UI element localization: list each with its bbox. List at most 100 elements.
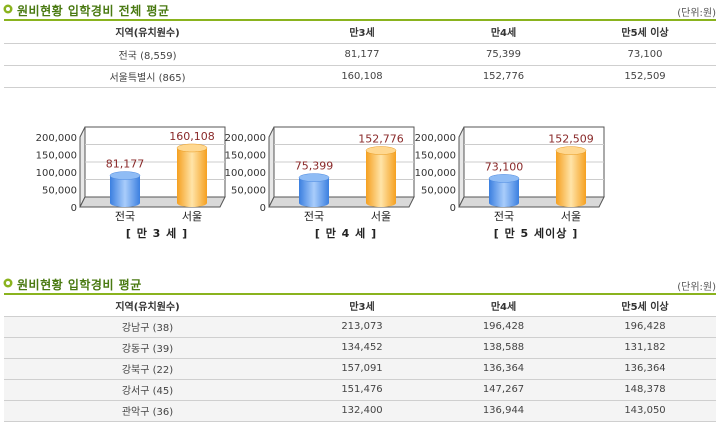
x-tick-label: 서울 (561, 210, 581, 223)
value-cell: 152,776 (433, 65, 574, 88)
value-cell: 152,509 (574, 65, 716, 88)
x-tick-label: 전국 (304, 210, 324, 223)
col-header: 만4세 (433, 21, 574, 44)
chart-floor (79, 196, 226, 208)
chart-side-wall (458, 126, 465, 208)
y-tick-label: 0 (71, 203, 77, 214)
chart-side-wall (79, 126, 86, 208)
table-row: 전국 (8,559) 81,177 75,399 73,100 (4, 43, 716, 66)
region-cell: 관악구 (36) (4, 400, 291, 422)
bar-base (299, 199, 329, 207)
chart-floor (268, 196, 415, 208)
y-tick-label: 150,000 (36, 151, 77, 162)
table-row: 강남구 (38) 213,073 196,428 196,428 (4, 316, 716, 338)
value-cell: 148,378 (574, 379, 716, 401)
y-tick-label: 200,000 (415, 133, 456, 144)
section-header: 원비현황 입학경비 전체 평균 (단위:원) (0, 0, 720, 20)
section-title: 원비현황 입학경비 평균 (17, 278, 142, 292)
col-header: 만3세 (291, 21, 433, 44)
bar-top (176, 143, 208, 153)
y-tick-label: 50,000 (231, 186, 266, 197)
table-header-row: 지역(유치원수) 만3세 만4세 만5세 이상 (4, 295, 716, 317)
y-tick-label: 200,000 (225, 133, 266, 144)
bar (110, 175, 140, 203)
value-cell: 213,073 (291, 316, 433, 338)
value-cell: 131,182 (574, 337, 716, 359)
value-label: 152,776 (358, 133, 404, 146)
table-row: 강북구 (22) 157,091 136,364 136,364 (4, 358, 716, 380)
section-district: 원비현황 입학경비 평균 (단위:원) 지역(유치원수) 만3세 만4세 만5세… (0, 274, 720, 422)
y-tick-label: 150,000 (225, 151, 266, 162)
section-title: 원비현황 입학경비 전체 평균 (17, 4, 170, 18)
chart-floor (458, 196, 605, 208)
value-label: 81,177 (106, 158, 145, 171)
bar-base (177, 199, 207, 207)
value-label: 160,108 (169, 130, 215, 143)
region-cell: 전국 (8,559) (4, 43, 291, 66)
value-cell: 160,108 (291, 65, 433, 88)
bar-base (489, 199, 519, 207)
value-cell: 196,428 (574, 316, 716, 338)
district-table: 지역(유치원수) 만3세 만4세 만5세 이상 강남구 (38) 213,073… (4, 295, 716, 422)
bar-top (555, 146, 587, 155)
x-tick-label: 서울 (182, 210, 202, 223)
value-cell: 143,050 (574, 400, 716, 422)
y-tick-label: 100,000 (225, 168, 266, 179)
bar (556, 150, 586, 203)
table-row: 강서구 (45) 151,476 147,267 148,378 (4, 379, 716, 401)
x-tick-label: 서울 (371, 210, 391, 223)
bullet-icon (3, 4, 13, 14)
value-cell: 151,476 (291, 379, 433, 401)
bar (366, 150, 396, 203)
value-cell: 136,944 (433, 400, 574, 422)
bar-top (488, 174, 520, 183)
y-tick-label: 50,000 (42, 186, 77, 197)
bar-base (110, 199, 140, 207)
chart-caption: [ 만 5 세이상 ] (494, 226, 579, 240)
chart-caption: [ 만 4 세 ] (315, 226, 377, 240)
y-tick-label: 0 (260, 203, 266, 214)
region-cell: 강남구 (38) (4, 316, 291, 338)
y-tick-label: 0 (450, 203, 456, 214)
bullet-icon (3, 278, 13, 288)
value-cell: 196,428 (433, 316, 574, 338)
x-tick-label: 전국 (494, 210, 514, 223)
table-row: 관악구 (36) 132,400 136,944 143,050 (4, 400, 716, 422)
x-tick-label: 전국 (115, 210, 135, 223)
value-cell: 138,588 (433, 337, 574, 359)
chart-side-wall (268, 126, 275, 208)
bar-base (366, 199, 396, 207)
value-cell: 136,364 (574, 358, 716, 380)
y-tick-label: 150,000 (415, 151, 456, 162)
col-header: 지역(유치원수) (4, 295, 291, 317)
y-tick-label: 200,000 (36, 133, 77, 144)
value-cell: 136,364 (433, 358, 574, 380)
chart-back-wall (84, 126, 226, 198)
bar (299, 177, 329, 203)
value-label: 73,100 (485, 160, 524, 173)
table-header-row: 지역(유치원수) 만3세 만4세 만5세 이상 (4, 21, 716, 44)
col-header: 만3세 (291, 295, 433, 317)
chart-caption: [ 만 3 세 ] (126, 226, 188, 240)
region-cell: 서울특별시 (865) (4, 65, 291, 88)
col-header: 만5세 이상 (574, 295, 716, 317)
section-overall: 원비현황 입학경비 전체 평균 (단위:원) 지역(유치원수) 만3세 만4세 … (0, 0, 720, 88)
y-tick-label: 100,000 (36, 168, 77, 179)
region-cell: 강서구 (45) (4, 379, 291, 401)
divider (4, 19, 716, 21)
chart-back-wall (463, 126, 605, 198)
value-label: 75,399 (295, 160, 334, 173)
bar-base (556, 199, 586, 207)
value-cell: 147,267 (433, 379, 574, 401)
table-row: 강동구 (39) 134,452 138,588 131,182 (4, 337, 716, 359)
bar (177, 147, 207, 203)
y-tick-label: 100,000 (415, 168, 456, 179)
col-header: 만4세 (433, 295, 574, 317)
value-cell: 75,399 (433, 43, 574, 66)
summary-table: 지역(유치원수) 만3세 만4세 만5세 이상 전국 (8,559) 81,17… (4, 21, 716, 88)
value-cell: 134,452 (291, 337, 433, 359)
value-cell: 157,091 (291, 358, 433, 380)
bar-top (109, 171, 141, 180)
unit-label: (단위:원) (677, 8, 716, 19)
unit-label: (단위:원) (677, 282, 716, 293)
